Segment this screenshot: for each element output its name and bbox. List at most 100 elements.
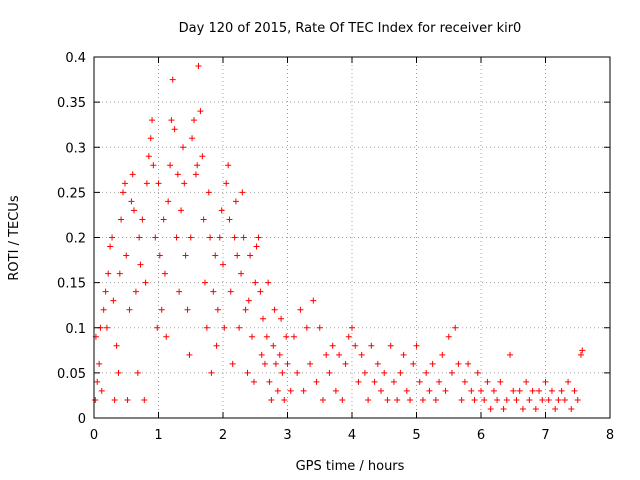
data-point <box>274 387 281 394</box>
y-tick-label: 0.1 <box>65 322 86 337</box>
data-point <box>132 288 139 295</box>
data-point <box>319 396 326 403</box>
y-tick-label: 0.15 <box>57 277 86 292</box>
data-point <box>240 234 247 241</box>
data-point <box>192 171 199 178</box>
data-point <box>326 369 333 376</box>
data-point <box>371 378 378 385</box>
data-point <box>577 351 584 358</box>
data-point <box>226 216 233 223</box>
data-point <box>323 351 330 358</box>
data-point <box>507 351 514 358</box>
data-point <box>297 306 304 313</box>
data-point <box>416 378 423 385</box>
data-point <box>542 378 549 385</box>
data-point <box>147 135 154 142</box>
x-tick-label: 4 <box>348 428 356 443</box>
data-point <box>195 63 202 70</box>
data-point <box>445 333 452 340</box>
data-point <box>281 396 288 403</box>
data-point <box>174 171 181 178</box>
data-point <box>571 387 578 394</box>
data-point <box>523 378 530 385</box>
data-point <box>129 171 136 178</box>
data-point <box>378 387 385 394</box>
data-point <box>169 76 176 83</box>
data-point <box>143 180 150 187</box>
data-point <box>368 342 375 349</box>
data-point <box>503 396 510 403</box>
data-point <box>126 306 133 313</box>
data-point <box>548 387 555 394</box>
data-point <box>474 369 481 376</box>
data-point <box>214 306 221 313</box>
data-point <box>212 252 219 259</box>
data-point <box>96 360 103 367</box>
data-point <box>207 234 214 241</box>
y-axis-label: ROTI / TECUs <box>7 195 22 280</box>
data-point <box>532 405 539 412</box>
data-point <box>448 369 455 376</box>
data-point <box>247 252 254 259</box>
data-point <box>156 252 163 259</box>
data-point <box>574 396 581 403</box>
data-point <box>225 162 232 169</box>
data-point <box>141 396 148 403</box>
data-point <box>92 396 99 403</box>
data-point <box>182 252 189 259</box>
grid-lines <box>94 57 610 418</box>
data-point <box>253 243 260 250</box>
data-point <box>123 252 130 259</box>
data-point <box>199 153 206 160</box>
x-tick-label: 5 <box>412 428 420 443</box>
data-point <box>244 369 251 376</box>
data-point <box>284 360 291 367</box>
data-point <box>423 369 430 376</box>
data-point <box>194 162 201 169</box>
data-point <box>203 324 210 331</box>
data-point <box>513 396 520 403</box>
data-point <box>342 360 349 367</box>
chart-title: Day 120 of 2015, Rate Of TEC Index for r… <box>179 21 522 36</box>
data-point <box>436 378 443 385</box>
data-point <box>263 333 270 340</box>
data-point <box>252 279 259 286</box>
data-point <box>257 288 264 295</box>
data-point <box>516 387 523 394</box>
data-point <box>336 351 343 358</box>
data-point <box>310 297 317 304</box>
data-point <box>210 288 217 295</box>
y-tick-label: 0.3 <box>65 141 86 156</box>
data-point <box>120 189 127 196</box>
data-point <box>429 360 436 367</box>
data-point <box>238 270 245 277</box>
data-point <box>139 216 146 223</box>
data-point <box>529 387 536 394</box>
data-point <box>184 306 191 313</box>
data-point <box>216 234 223 241</box>
data-point <box>227 288 234 295</box>
data-point <box>407 396 414 403</box>
data-point <box>481 396 488 403</box>
data-point <box>142 279 149 286</box>
data-point <box>158 306 165 313</box>
data-point <box>268 396 275 403</box>
x-tick-label: 6 <box>477 428 485 443</box>
data-point <box>561 396 568 403</box>
data-point <box>134 369 141 376</box>
data-point <box>279 369 286 376</box>
data-point <box>102 288 109 295</box>
data-point <box>526 396 533 403</box>
data-point <box>218 207 225 214</box>
data-point <box>283 333 290 340</box>
data-point <box>239 189 246 196</box>
data-point <box>413 342 420 349</box>
data-point <box>176 288 183 295</box>
data-point <box>181 180 188 187</box>
data-point <box>471 396 478 403</box>
data-point <box>452 324 459 331</box>
data-point <box>229 360 236 367</box>
data-point <box>221 324 228 331</box>
data-point <box>426 387 433 394</box>
data-point <box>259 315 266 322</box>
